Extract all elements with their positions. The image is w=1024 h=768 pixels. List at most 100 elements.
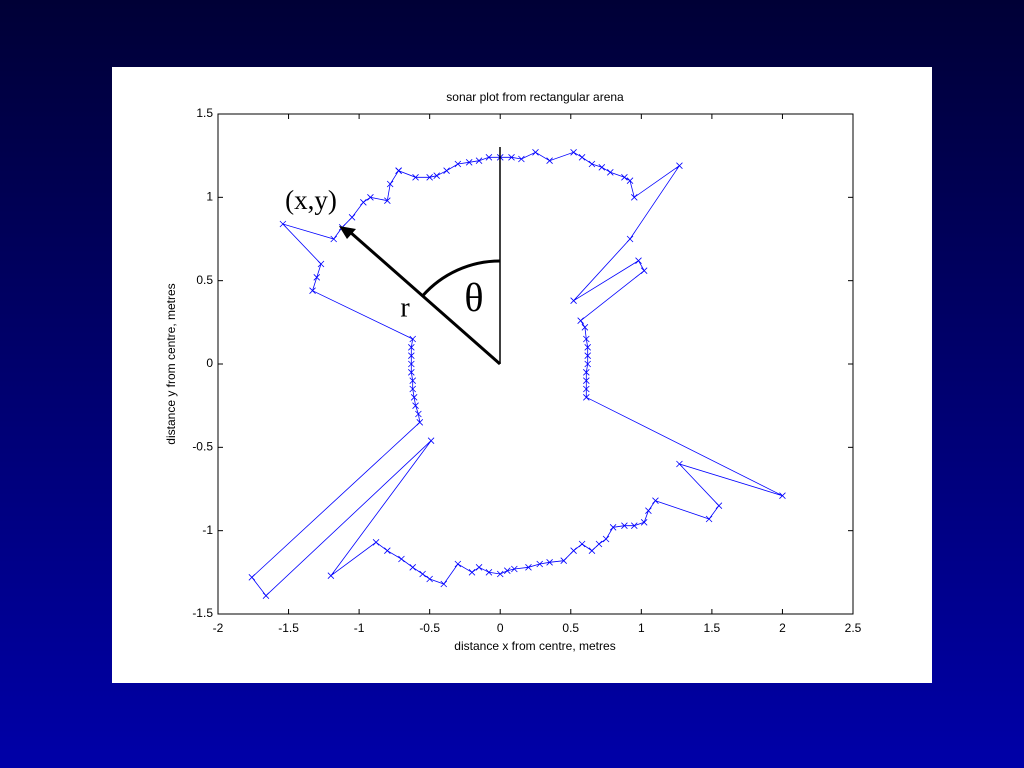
data-marker xyxy=(443,167,450,174)
data-marker xyxy=(583,369,590,376)
data-marker xyxy=(630,194,638,201)
data-marker xyxy=(454,560,462,568)
data-marker xyxy=(409,385,417,393)
x-tick-label: 1 xyxy=(638,621,645,635)
data-marker xyxy=(426,575,433,583)
x-axis-label: distance x from centre, metres xyxy=(454,639,615,653)
data-marker xyxy=(607,169,614,176)
data-marker xyxy=(588,160,596,168)
data-marker xyxy=(621,522,628,529)
data-marker xyxy=(511,565,518,573)
data-marker xyxy=(327,572,335,579)
y-axis-label: distance y from centre, metres xyxy=(164,283,178,444)
data-marker xyxy=(570,297,577,304)
data-marker xyxy=(409,564,417,571)
data-marker xyxy=(577,317,584,324)
data-marker xyxy=(412,174,419,181)
data-marker xyxy=(609,524,617,531)
data-marker xyxy=(398,555,405,563)
data-marker xyxy=(546,559,553,566)
data-marker xyxy=(705,515,713,523)
data-marker xyxy=(602,535,610,543)
data-marker xyxy=(317,260,325,268)
data-marker xyxy=(408,344,415,351)
data-marker xyxy=(395,167,402,174)
data-marker xyxy=(640,519,648,526)
data-marker xyxy=(409,335,417,343)
data-marker xyxy=(598,164,606,171)
data-marker xyxy=(645,507,652,514)
radius-label: r xyxy=(400,292,410,323)
data-marker xyxy=(715,502,723,509)
data-marker xyxy=(384,547,391,554)
data-marker xyxy=(595,540,603,548)
radius-arrow xyxy=(349,230,501,366)
data-marker xyxy=(415,410,422,418)
x-tick-label: 0.5 xyxy=(562,621,579,635)
data-marker xyxy=(440,580,448,588)
data-marker xyxy=(386,180,394,188)
data-marker xyxy=(525,564,532,571)
data-marker xyxy=(626,177,634,184)
y-tick-label: -1 xyxy=(202,523,213,537)
data-marker xyxy=(367,194,374,201)
data-marker xyxy=(330,235,337,243)
data-marker xyxy=(630,522,638,529)
data-marker xyxy=(676,162,683,169)
data-marker xyxy=(416,419,424,426)
data-marker xyxy=(279,220,287,228)
data-marker xyxy=(518,155,525,163)
y-tick-label: -1.5 xyxy=(192,606,213,620)
data-marker xyxy=(588,547,596,554)
data-marker xyxy=(419,570,426,578)
data-marker xyxy=(503,567,511,574)
chart-title: sonar plot from rectangular arena xyxy=(446,90,624,104)
data-marker xyxy=(485,154,493,161)
data-marker xyxy=(248,574,256,581)
data-marker xyxy=(583,377,590,384)
data-marker xyxy=(570,149,577,156)
x-tick-label: -0.5 xyxy=(419,621,440,635)
y-tick-label: 1.5 xyxy=(196,106,213,120)
data-marker xyxy=(560,557,568,564)
data-marker xyxy=(412,402,419,409)
data-marker xyxy=(584,360,591,368)
data-marker xyxy=(578,540,586,548)
x-tick-label: 2 xyxy=(779,621,786,635)
x-tick-label: -2 xyxy=(213,621,224,635)
data-marker xyxy=(454,160,462,168)
data-marker xyxy=(536,560,544,568)
x-tick-label: 0 xyxy=(497,621,504,635)
data-marker xyxy=(652,497,659,504)
data-marker xyxy=(475,564,483,571)
x-tick-label: 2.5 xyxy=(845,621,862,635)
data-marker xyxy=(584,352,591,359)
y-tick-label: 0.5 xyxy=(196,273,213,287)
data-marker xyxy=(583,385,590,393)
data-marker xyxy=(410,394,418,401)
data-marker xyxy=(584,344,591,351)
data-marker xyxy=(676,460,683,468)
data-marker xyxy=(309,287,316,294)
data-marker xyxy=(508,154,515,161)
data-marker xyxy=(360,199,367,206)
x-tick-label: -1.5 xyxy=(278,621,299,635)
data-marker xyxy=(384,197,391,204)
plot-area xyxy=(217,113,854,615)
data-marker xyxy=(262,592,270,599)
data-marker xyxy=(496,570,504,578)
data-marker xyxy=(578,154,586,161)
data-marker xyxy=(581,324,589,331)
data-marker xyxy=(626,235,634,243)
data-marker xyxy=(570,547,577,554)
y-tick-label: -0.5 xyxy=(192,440,213,454)
data-marker xyxy=(635,257,642,264)
data-marker xyxy=(621,174,628,181)
x-tick-label: -1 xyxy=(354,621,365,635)
data-marker xyxy=(348,214,356,221)
data-marker xyxy=(546,157,553,164)
data-marker xyxy=(583,394,590,401)
data-marker xyxy=(465,159,473,166)
arrow-head xyxy=(339,226,356,239)
